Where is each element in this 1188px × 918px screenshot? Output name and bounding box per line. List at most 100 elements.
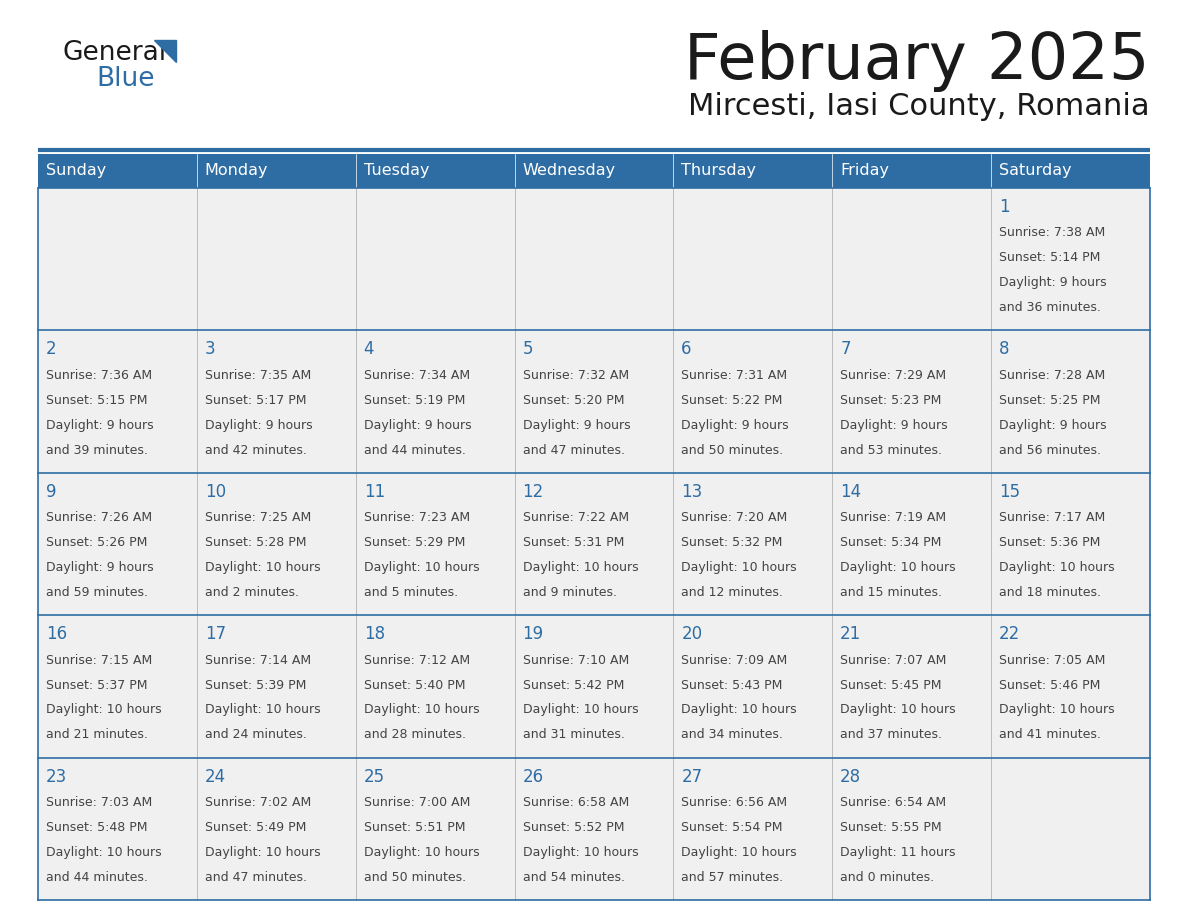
Text: 22: 22 [999, 625, 1020, 644]
Text: Sunset: 5:48 PM: Sunset: 5:48 PM [46, 821, 147, 834]
Text: Daylight: 10 hours: Daylight: 10 hours [364, 561, 479, 574]
Bar [514, 154, 674, 188]
Text: Sunset: 5:36 PM: Sunset: 5:36 PM [999, 536, 1100, 549]
Polygon shape [154, 40, 176, 62]
Text: and 41 minutes.: and 41 minutes. [999, 728, 1101, 742]
Text: 14: 14 [840, 483, 861, 500]
Text: and 39 minutes.: and 39 minutes. [46, 443, 147, 456]
Text: and 44 minutes.: and 44 minutes. [46, 871, 147, 884]
Text: Sunrise: 7:38 AM: Sunrise: 7:38 AM [999, 227, 1105, 240]
Text: Sunrise: 7:14 AM: Sunrise: 7:14 AM [204, 654, 311, 666]
Bar [833, 330, 991, 473]
Text: Sunrise: 7:23 AM: Sunrise: 7:23 AM [364, 511, 469, 524]
Text: and 15 minutes.: and 15 minutes. [840, 586, 942, 599]
Bar [355, 757, 514, 900]
Text: Daylight: 10 hours: Daylight: 10 hours [682, 561, 797, 574]
Bar [197, 757, 355, 900]
Text: Sunrise: 7:36 AM: Sunrise: 7:36 AM [46, 369, 152, 382]
Text: Daylight: 9 hours: Daylight: 9 hours [999, 419, 1107, 431]
Text: and 28 minutes.: and 28 minutes. [364, 728, 466, 742]
Text: Sunrise: 7:02 AM: Sunrise: 7:02 AM [204, 796, 311, 809]
Bar [514, 473, 674, 615]
Text: 13: 13 [682, 483, 702, 500]
Text: 24: 24 [204, 767, 226, 786]
Bar [197, 154, 355, 188]
Text: Sunset: 5:26 PM: Sunset: 5:26 PM [46, 536, 147, 549]
Text: Sunset: 5:37 PM: Sunset: 5:37 PM [46, 678, 147, 691]
Bar [514, 757, 674, 900]
Bar [674, 473, 833, 615]
Text: Daylight: 10 hours: Daylight: 10 hours [999, 561, 1114, 574]
Text: Daylight: 9 hours: Daylight: 9 hours [204, 419, 312, 431]
Text: Daylight: 10 hours: Daylight: 10 hours [840, 561, 956, 574]
Text: 5: 5 [523, 341, 533, 358]
Text: and 59 minutes.: and 59 minutes. [46, 586, 148, 599]
Text: Daylight: 10 hours: Daylight: 10 hours [682, 845, 797, 859]
Text: Friday: Friday [840, 163, 890, 178]
Text: Sunset: 5:22 PM: Sunset: 5:22 PM [682, 394, 783, 407]
Text: Sunrise: 7:31 AM: Sunrise: 7:31 AM [682, 369, 788, 382]
Text: 19: 19 [523, 625, 544, 644]
Text: Sunset: 5:23 PM: Sunset: 5:23 PM [840, 394, 942, 407]
Bar [991, 473, 1150, 615]
Bar [991, 757, 1150, 900]
Text: Sunset: 5:43 PM: Sunset: 5:43 PM [682, 678, 783, 691]
Text: Sunset: 5:45 PM: Sunset: 5:45 PM [840, 678, 942, 691]
Text: Sunrise: 7:00 AM: Sunrise: 7:00 AM [364, 796, 470, 809]
Text: Sunrise: 7:12 AM: Sunrise: 7:12 AM [364, 654, 469, 666]
Text: Daylight: 10 hours: Daylight: 10 hours [523, 703, 638, 716]
Text: Daylight: 9 hours: Daylight: 9 hours [840, 419, 948, 431]
Text: Daylight: 9 hours: Daylight: 9 hours [523, 419, 630, 431]
Text: Daylight: 10 hours: Daylight: 10 hours [204, 845, 321, 859]
Bar [38, 330, 197, 473]
Text: and 36 minutes.: and 36 minutes. [999, 301, 1101, 314]
Text: Sunset: 5:34 PM: Sunset: 5:34 PM [840, 536, 942, 549]
Text: 11: 11 [364, 483, 385, 500]
Text: Sunset: 5:31 PM: Sunset: 5:31 PM [523, 536, 624, 549]
Text: 7: 7 [840, 341, 851, 358]
Bar [38, 188, 197, 330]
Text: Sunset: 5:17 PM: Sunset: 5:17 PM [204, 394, 307, 407]
Text: 9: 9 [46, 483, 57, 500]
Text: and 53 minutes.: and 53 minutes. [840, 443, 942, 456]
Bar [833, 188, 991, 330]
Text: Sunset: 5:52 PM: Sunset: 5:52 PM [523, 821, 624, 834]
Bar [674, 154, 833, 188]
Text: 18: 18 [364, 625, 385, 644]
Bar [355, 615, 514, 757]
Text: Daylight: 10 hours: Daylight: 10 hours [682, 703, 797, 716]
Text: 20: 20 [682, 625, 702, 644]
Text: 23: 23 [46, 767, 68, 786]
Bar [197, 473, 355, 615]
Text: Sunrise: 7:10 AM: Sunrise: 7:10 AM [523, 654, 628, 666]
Bar [355, 330, 514, 473]
Text: Thursday: Thursday [682, 163, 757, 178]
Bar [833, 757, 991, 900]
Text: Mircesti, Iasi County, Romania: Mircesti, Iasi County, Romania [688, 92, 1150, 121]
Bar [674, 757, 833, 900]
Text: Saturday: Saturday [999, 163, 1072, 178]
Text: 4: 4 [364, 341, 374, 358]
Text: Sunset: 5:32 PM: Sunset: 5:32 PM [682, 536, 783, 549]
Text: Sunrise: 6:54 AM: Sunrise: 6:54 AM [840, 796, 947, 809]
Text: Sunrise: 7:34 AM: Sunrise: 7:34 AM [364, 369, 469, 382]
Text: Sunrise: 7:15 AM: Sunrise: 7:15 AM [46, 654, 152, 666]
Text: and 47 minutes.: and 47 minutes. [204, 871, 307, 884]
Bar [355, 473, 514, 615]
Text: 15: 15 [999, 483, 1020, 500]
Text: Sunset: 5:29 PM: Sunset: 5:29 PM [364, 536, 465, 549]
Text: and 47 minutes.: and 47 minutes. [523, 443, 625, 456]
Bar [38, 473, 197, 615]
Text: Sunrise: 7:19 AM: Sunrise: 7:19 AM [840, 511, 947, 524]
Text: Sunrise: 7:17 AM: Sunrise: 7:17 AM [999, 511, 1105, 524]
Text: Sunset: 5:14 PM: Sunset: 5:14 PM [999, 252, 1100, 264]
Text: Sunrise: 7:07 AM: Sunrise: 7:07 AM [840, 654, 947, 666]
Text: 8: 8 [999, 341, 1010, 358]
Text: and 50 minutes.: and 50 minutes. [682, 443, 784, 456]
Text: Sunrise: 7:26 AM: Sunrise: 7:26 AM [46, 511, 152, 524]
Text: Daylight: 11 hours: Daylight: 11 hours [840, 845, 955, 859]
Text: 28: 28 [840, 767, 861, 786]
Text: and 56 minutes.: and 56 minutes. [999, 443, 1101, 456]
Text: February 2025: February 2025 [684, 30, 1150, 92]
Text: 26: 26 [523, 767, 544, 786]
